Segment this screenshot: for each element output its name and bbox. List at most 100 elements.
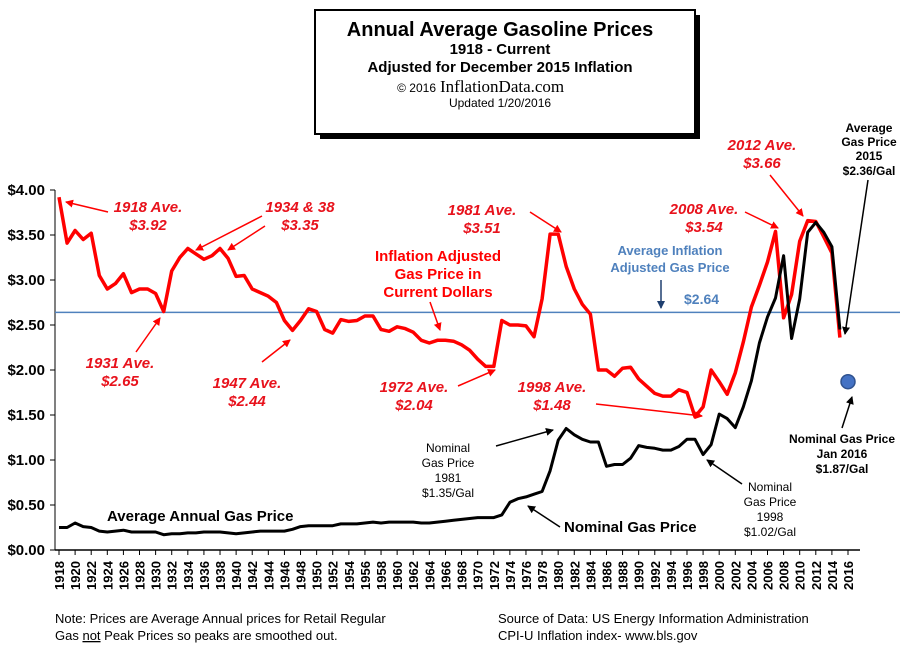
svg-text:$1.02/Gal: $1.02/Gal bbox=[744, 525, 796, 539]
x-tick-label: 1952 bbox=[326, 561, 341, 590]
svg-text:Nominal: Nominal bbox=[426, 441, 470, 455]
x-tick-label: 1944 bbox=[261, 560, 276, 590]
svg-text:Jan 2016: Jan 2016 bbox=[817, 447, 868, 461]
x-tick-label: 2000 bbox=[712, 561, 727, 590]
source-line-1: Source of Data: US Energy Information Ad… bbox=[498, 611, 809, 626]
title-box bbox=[314, 9, 696, 135]
copyright-text: © 2016 bbox=[397, 81, 436, 95]
svg-text:1918 Ave.: 1918 Ave. bbox=[114, 199, 183, 216]
x-tick-label: 1970 bbox=[471, 561, 486, 590]
svg-text:Adjusted Gas Price: Adjusted Gas Price bbox=[610, 260, 729, 275]
x-tick-label: 2008 bbox=[777, 561, 792, 590]
y-tick-label: $4.00 bbox=[7, 182, 45, 199]
x-tick-label: 2006 bbox=[760, 561, 775, 590]
x-tick-label: 1992 bbox=[648, 561, 663, 590]
x-tick-label: 1954 bbox=[342, 560, 357, 590]
x-axis-ticks: 1918 1920 1922 1924 1926 1928 1930 1932 1934 1936… bbox=[52, 550, 856, 590]
x-tick-label: 2012 bbox=[809, 561, 824, 590]
source-line-2: CPI-U Inflation index- www.bls.gov bbox=[498, 628, 698, 643]
svg-text:Nominal Gas Price: Nominal Gas Price bbox=[789, 432, 895, 446]
note-line-2: Gas not Peak Prices so peaks are smoothe… bbox=[55, 628, 338, 643]
chart-title: Annual Average Gasoline Prices bbox=[347, 19, 653, 41]
series-inflation-adjusted-line bbox=[57, 196, 842, 419]
x-tick-label: 1976 bbox=[519, 561, 534, 590]
svg-text:$2.65: $2.65 bbox=[100, 373, 139, 390]
annotation-nominal: Nominal Gas Price bbox=[527, 505, 697, 536]
svg-text:1998: 1998 bbox=[757, 510, 784, 524]
x-tick-label: 1988 bbox=[616, 561, 631, 590]
annotation-nominal-jan2016: Nominal Gas Price Jan 2016 $1.87/Gal bbox=[789, 396, 895, 476]
x-tick-label: 1934 bbox=[181, 560, 196, 590]
x-tick-label: 1922 bbox=[84, 561, 99, 590]
y-axis-ticks: $0.00 $0.50 $1.00 $1.50 $2.00 $2.50 $3.00 $3.50… bbox=[7, 182, 55, 559]
x-tick-label: 1980 bbox=[551, 561, 566, 590]
x-tick-label: 1990 bbox=[632, 561, 647, 590]
x-tick-label: 1948 bbox=[294, 561, 309, 590]
svg-text:$3.66: $3.66 bbox=[742, 155, 781, 172]
annotation-nominal-1998: Nominal Gas Price 1998 $1.02/Gal bbox=[706, 459, 797, 539]
svg-text:$2.44: $2.44 bbox=[227, 393, 266, 410]
x-tick-label: 1974 bbox=[503, 560, 518, 590]
y-tick-label: $1.00 bbox=[7, 452, 45, 469]
annotation-1931: 1931 Ave. $2.65 bbox=[86, 317, 161, 390]
svg-text:2008 Ave.: 2008 Ave. bbox=[669, 201, 739, 218]
x-tick-label: 2016 bbox=[841, 561, 856, 590]
x-tick-label: 1984 bbox=[583, 560, 598, 590]
x-tick-label: 1964 bbox=[422, 560, 437, 590]
x-tick-label: 1930 bbox=[149, 561, 164, 590]
x-tick-label: 1940 bbox=[229, 561, 244, 590]
y-tick-label: $3.00 bbox=[7, 272, 45, 289]
x-tick-label: 1958 bbox=[374, 561, 389, 590]
x-tick-label: 2014 bbox=[825, 560, 840, 590]
average-value-label: $2.64 bbox=[684, 291, 719, 307]
x-tick-label: 1928 bbox=[133, 561, 148, 590]
annotation-1947: 1947 Ave. $2.44 bbox=[213, 339, 291, 410]
svg-text:1934 & 38: 1934 & 38 bbox=[265, 199, 335, 216]
x-tick-label: 2002 bbox=[728, 561, 743, 590]
x-tick-label: 2004 bbox=[744, 560, 759, 590]
x-tick-label: 1966 bbox=[438, 561, 453, 590]
svg-text:Gas Price: Gas Price bbox=[841, 135, 897, 149]
svg-text:$1.87/Gal: $1.87/Gal bbox=[816, 462, 869, 476]
x-tick-label: 1942 bbox=[245, 561, 260, 590]
svg-text:1931 Ave.: 1931 Ave. bbox=[86, 355, 155, 372]
svg-text:Inflation Adjusted: Inflation Adjusted bbox=[375, 248, 501, 265]
annotation-1934: 1934 & 38 $3.35 bbox=[195, 199, 335, 251]
x-tick-label: 1920 bbox=[68, 561, 83, 590]
x-tick-label: 1960 bbox=[390, 561, 405, 590]
annotation-1998: 1998 Ave. $1.48 bbox=[518, 379, 703, 420]
svg-text:1981: 1981 bbox=[435, 471, 462, 485]
annotation-average-annual: Average Annual Gas Price bbox=[107, 508, 293, 525]
svg-text:$3.54: $3.54 bbox=[684, 219, 723, 236]
svg-text:$2.36/Gal: $2.36/Gal bbox=[843, 164, 896, 178]
x-tick-label: 1986 bbox=[599, 561, 614, 590]
y-tick-label: $0.50 bbox=[7, 497, 45, 514]
x-tick-label: 1968 bbox=[455, 561, 470, 590]
x-tick-label: 1946 bbox=[277, 561, 292, 590]
y-tick-label: $0.00 bbox=[7, 542, 45, 559]
svg-text:$1.35/Gal: $1.35/Gal bbox=[422, 486, 474, 500]
svg-text:$1.48: $1.48 bbox=[532, 397, 571, 414]
svg-text:1947 Ave.: 1947 Ave. bbox=[213, 375, 282, 392]
svg-text:Average: Average bbox=[846, 121, 893, 135]
x-tick-label: 1924 bbox=[100, 560, 115, 590]
svg-text:1972 Ave.: 1972 Ave. bbox=[380, 379, 449, 396]
x-tick-label: 1926 bbox=[116, 561, 131, 590]
svg-text:Current Dollars: Current Dollars bbox=[383, 284, 492, 301]
svg-text:Average Inflation: Average Inflation bbox=[618, 243, 723, 258]
x-tick-label: 1936 bbox=[197, 561, 212, 590]
x-tick-label: 1998 bbox=[696, 561, 711, 590]
x-tick-label: 1962 bbox=[406, 561, 421, 590]
svg-text:Nominal Gas Price: Nominal Gas Price bbox=[564, 519, 697, 536]
x-tick-label: 1996 bbox=[680, 561, 695, 590]
x-tick-label: 1938 bbox=[213, 561, 228, 590]
x-tick-label: 1994 bbox=[664, 560, 679, 590]
y-tick-label: $2.50 bbox=[7, 317, 45, 334]
svg-text:$3.35: $3.35 bbox=[280, 217, 319, 234]
x-tick-label: 1956 bbox=[358, 561, 373, 590]
x-tick-label: 1918 bbox=[52, 561, 67, 590]
annotation-average-2015: Average Gas Price 2015 $2.36/Gal bbox=[841, 121, 897, 335]
annotation-1918: 1918 Ave. $3.92 bbox=[65, 199, 183, 234]
svg-text:Nominal: Nominal bbox=[748, 480, 792, 494]
